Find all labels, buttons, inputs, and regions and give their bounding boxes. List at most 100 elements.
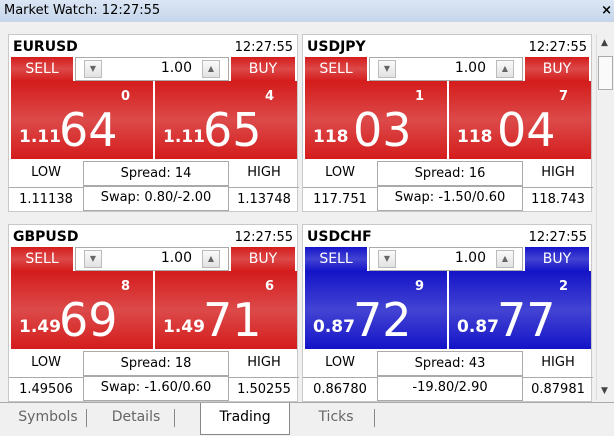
close-button[interactable]: ×: [601, 3, 612, 18]
symbol: USDCHF: [307, 229, 372, 245]
tab-separator: [374, 409, 375, 427]
high-label: HIGH: [247, 355, 281, 370]
ask-prefix: 118: [457, 127, 493, 147]
lot-box: ▼ ▲ 1.00: [369, 247, 523, 271]
scroll-thumb[interactable]: [598, 56, 613, 90]
ask-price[interactable]: 1.11 65 4: [155, 81, 297, 159]
high: 118.743: [523, 187, 593, 213]
bid-price-text: 1.49 69 8: [9, 271, 145, 349]
ask-prefix: 1.11: [163, 127, 205, 147]
low: 1.11138: [9, 187, 83, 213]
bid-price-text: 118 03 1: [303, 81, 439, 159]
ask-big: 71: [203, 293, 262, 347]
buy-button[interactable]: BUY: [231, 247, 295, 271]
lot-down[interactable]: ▼: [84, 250, 102, 268]
symbol: GBPUSD: [13, 229, 79, 245]
ask-pip: 6: [265, 279, 275, 294]
bid-pip: 8: [121, 279, 131, 294]
lot-up[interactable]: ▲: [202, 60, 220, 78]
lot-value[interactable]: 1.00: [160, 250, 192, 266]
ask-big: 77: [497, 293, 556, 347]
low-label: LOW: [31, 165, 61, 180]
ask-pip: 2: [559, 279, 569, 294]
lot-up[interactable]: ▲: [496, 60, 514, 78]
lot-down[interactable]: ▼: [84, 60, 102, 78]
ask-price[interactable]: 1.49 71 6: [155, 271, 297, 349]
ask-price[interactable]: 0.87 77 2: [449, 271, 591, 349]
ask-prefix: 1.49: [163, 317, 205, 337]
lot-up[interactable]: ▲: [496, 250, 514, 268]
spread: Spread: 14: [83, 161, 229, 187]
ask-prefix: 0.87: [457, 317, 499, 337]
lot-value[interactable]: 1.00: [160, 60, 192, 76]
sell-button[interactable]: SELL: [305, 57, 367, 81]
tab[interactable]: Trading: [200, 403, 290, 435]
sell-button[interactable]: SELL: [305, 247, 367, 271]
bid-price[interactable]: 0.87 72 9: [305, 271, 447, 349]
spread: Spread: 18: [83, 351, 229, 377]
bid-big: 03: [353, 103, 412, 157]
low: 1.49506: [9, 377, 83, 403]
bid-price-text: 0.87 72 9: [303, 271, 439, 349]
lot-box: ▼ ▲ 1.00: [369, 57, 523, 81]
bid-prefix: 118: [313, 127, 349, 147]
high-label: HIGH: [541, 355, 575, 370]
time: 12:27:55: [234, 40, 293, 55]
ask-price[interactable]: 118 04 7: [449, 81, 591, 159]
lot-value[interactable]: 1.00: [454, 250, 486, 266]
bid-pip: 0: [121, 89, 131, 104]
high: 1.13748: [229, 187, 299, 213]
buy-button[interactable]: BUY: [525, 57, 589, 81]
lot-box: ▼ ▲ 1.00: [75, 247, 229, 271]
title: Market Watch: 12:27:55: [4, 3, 161, 18]
spread: Spread: 43: [377, 351, 523, 377]
lot-down[interactable]: ▼: [378, 250, 396, 268]
bid-prefix: 1.49: [19, 317, 61, 337]
tab[interactable]: Symbols: [18, 409, 78, 425]
ask-pip: 7: [559, 89, 569, 104]
tab-separator: [174, 409, 175, 427]
ask-big: 65: [203, 103, 262, 157]
swap: Swap: -1.50/0.60: [377, 185, 523, 211]
bid-price[interactable]: 118 03 1: [305, 81, 447, 159]
bid-price-text: 1.11 64 0: [9, 81, 145, 159]
tab[interactable]: Details: [111, 409, 161, 425]
symbol-panel: GBPUSD 12:27:55 SELL BUY ▼ ▲ 1.00 1.49 69 8 1.49 71…: [8, 224, 299, 403]
buy-button[interactable]: BUY: [231, 57, 295, 81]
bid-price[interactable]: 1.49 69 8: [11, 271, 153, 349]
bid-price[interactable]: 1.11 64 0: [11, 81, 153, 159]
ask-price-text: 1.11 65 4: [153, 81, 289, 159]
time: 12:27:55: [528, 40, 587, 55]
buy-button[interactable]: BUY: [525, 247, 589, 271]
high-label: HIGH: [541, 165, 575, 180]
lot-down[interactable]: ▼: [378, 60, 396, 78]
bid-pip: 9: [415, 279, 425, 294]
tab-separator: [86, 409, 87, 427]
ask-pip: 4: [265, 89, 275, 104]
tab[interactable]: Ticks: [318, 409, 354, 425]
ask-price-text: 1.49 71 6: [153, 271, 289, 349]
sell-button[interactable]: SELL: [11, 247, 73, 271]
high-label: HIGH: [247, 165, 281, 180]
scroll-up[interactable]: ▲: [601, 38, 608, 48]
bid-prefix: 1.11: [19, 127, 61, 147]
sell-button[interactable]: SELL: [11, 57, 73, 81]
ask-price-text: 0.87 77 2: [447, 271, 583, 349]
low: 117.751: [303, 187, 377, 213]
symbol-panel: USDJPY 12:27:55 SELL BUY ▼ ▲ 1.00 118 03 1 118 04 7 L…: [302, 34, 593, 213]
lot-up[interactable]: ▲: [202, 250, 220, 268]
bid-big: 69: [59, 293, 118, 347]
low: 0.86780: [303, 377, 377, 403]
swap: -19.80/2.90: [377, 375, 523, 401]
scrollbar[interactable]: ▲ ▼: [596, 34, 614, 400]
symbol-panel: EURUSD 12:27:55 SELL BUY ▼ ▲ 1.00 1.11 64 0 1.11 65…: [8, 34, 299, 213]
title-bar: Market Watch: 12:27:55: [0, 0, 614, 22]
lot-box: ▼ ▲ 1.00: [75, 57, 229, 81]
symbol-panel: USDCHF 12:27:55 SELL BUY ▼ ▲ 1.00 0.87 72 9 0.87 77…: [302, 224, 593, 403]
ask-price-text: 118 04 7: [447, 81, 583, 159]
lot-value[interactable]: 1.00: [454, 60, 486, 76]
swap: Swap: 0.80/-2.00: [83, 185, 229, 211]
scroll-down[interactable]: ▼: [601, 386, 608, 396]
symbol: USDJPY: [307, 39, 366, 55]
